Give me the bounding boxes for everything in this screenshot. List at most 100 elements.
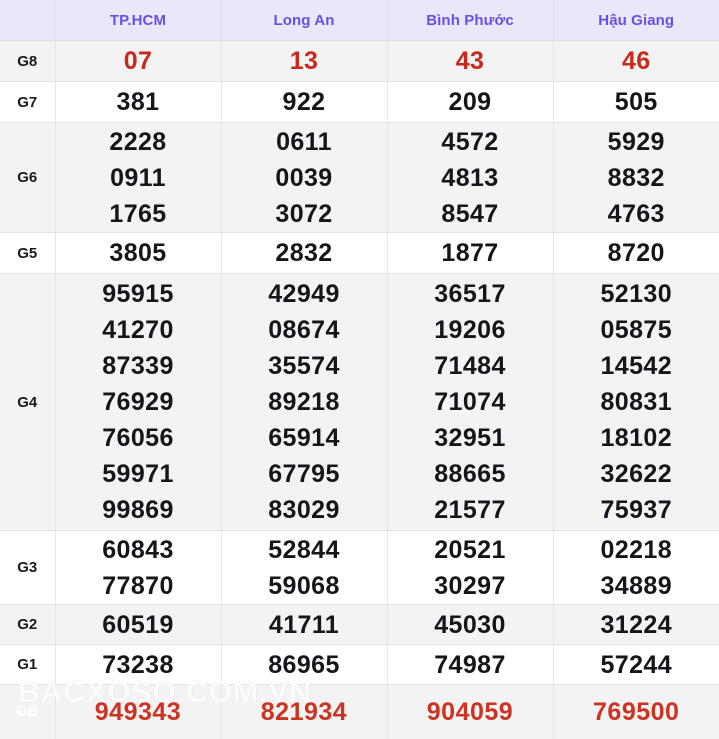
lottery-number: 14542 <box>554 348 719 384</box>
lottery-number: 13 <box>222 43 387 79</box>
lottery-number: 821934 <box>222 694 387 730</box>
cell-G1-col2: 74987 <box>387 645 553 685</box>
lottery-number: 1877 <box>388 235 553 271</box>
lottery-number: 30297 <box>388 568 553 604</box>
cell-G2-col1: 41711 <box>221 605 387 645</box>
header-cell-province-1: Long An <box>221 0 387 41</box>
lottery-number: 86965 <box>222 647 387 683</box>
lottery-number: 87339 <box>56 348 221 384</box>
lottery-number: 99869 <box>56 492 221 528</box>
lottery-number: 95915 <box>56 276 221 312</box>
header-cell-province-2: Bình Phước <box>387 0 553 41</box>
row-label-ĐB: ĐB <box>0 685 55 739</box>
row-label-G8: G8 <box>0 41 55 82</box>
lottery-number: 89218 <box>222 384 387 420</box>
lottery-number: 08674 <box>222 312 387 348</box>
lottery-number: 4572 <box>388 124 553 160</box>
lottery-number: 67795 <box>222 456 387 492</box>
cell-G7-col2: 209 <box>387 82 553 123</box>
lottery-number: 41711 <box>222 607 387 643</box>
lottery-number: 0911 <box>56 160 221 196</box>
cell-G8-col3: 46 <box>553 41 719 82</box>
lottery-number: 949343 <box>56 694 221 730</box>
lottery-number: 46 <box>554 43 719 79</box>
lottery-number: 71074 <box>388 384 553 420</box>
cell-ĐB-col0: 949343 <box>55 685 221 739</box>
row-label-G4: G4 <box>0 274 55 531</box>
lottery-number: 18102 <box>554 420 719 456</box>
lottery-number: 0611 <box>222 124 387 160</box>
cell-G1-col3: 57244 <box>553 645 719 685</box>
cell-G2-col0: 60519 <box>55 605 221 645</box>
lottery-number: 41270 <box>56 312 221 348</box>
lottery-number: 42949 <box>222 276 387 312</box>
row-label-G6: G6 <box>0 123 55 233</box>
lottery-number: 20521 <box>388 532 553 568</box>
cell-ĐB-col2: 904059 <box>387 685 553 739</box>
cell-ĐB-col1: 821934 <box>221 685 387 739</box>
lottery-number: 2832 <box>222 235 387 271</box>
lottery-number: 76929 <box>56 384 221 420</box>
lottery-number: 32951 <box>388 420 553 456</box>
lottery-number: 3805 <box>56 235 221 271</box>
lottery-number: 2228 <box>56 124 221 160</box>
lottery-number: 5929 <box>554 124 719 160</box>
lottery-number: 4813 <box>388 160 553 196</box>
lottery-number: 77870 <box>56 568 221 604</box>
row-label-G1: G1 <box>0 645 55 685</box>
lottery-number: 07 <box>56 43 221 79</box>
lottery-number: 36517 <box>388 276 553 312</box>
cell-G8-col0: 07 <box>55 41 221 82</box>
lottery-number: 52844 <box>222 532 387 568</box>
lottery-number: 21577 <box>388 492 553 528</box>
lottery-number: 1765 <box>56 196 221 232</box>
lottery-number: 8547 <box>388 196 553 232</box>
header-cell-province-0: TP.HCM <box>55 0 221 41</box>
row-label-G5: G5 <box>0 233 55 274</box>
row-label-G3: G3 <box>0 531 55 605</box>
cell-G5-col1: 2832 <box>221 233 387 274</box>
table-header: TP.HCM Long An Bình Phước Hậu Giang <box>0 0 719 41</box>
lottery-number: 3072 <box>222 196 387 232</box>
cell-G2-col3: 31224 <box>553 605 719 645</box>
row-label-G7: G7 <box>0 82 55 123</box>
header-cell-province-3: Hậu Giang <box>553 0 719 41</box>
lottery-number: 80831 <box>554 384 719 420</box>
lottery-number: 45030 <box>388 607 553 643</box>
header-cell-blank <box>0 0 55 41</box>
lottery-number: 8832 <box>554 160 719 196</box>
lottery-number: 02218 <box>554 532 719 568</box>
lottery-number: 19206 <box>388 312 553 348</box>
lottery-number: 83029 <box>222 492 387 528</box>
cell-G2-col2: 45030 <box>387 605 553 645</box>
cell-G8-col1: 13 <box>221 41 387 82</box>
lottery-number: 381 <box>56 84 221 120</box>
lottery-number: 904059 <box>388 694 553 730</box>
lottery-number: 769500 <box>554 694 719 730</box>
cell-G5-col2: 1877 <box>387 233 553 274</box>
lottery-number: 34889 <box>554 568 719 604</box>
cell-G7-col0: 381 <box>55 82 221 123</box>
cell-G5-col3: 8720 <box>553 233 719 274</box>
lottery-number: 88665 <box>388 456 553 492</box>
cell-G1-col0: 73238 <box>55 645 221 685</box>
lottery-number: 43 <box>388 43 553 79</box>
lottery-number: 32622 <box>554 456 719 492</box>
